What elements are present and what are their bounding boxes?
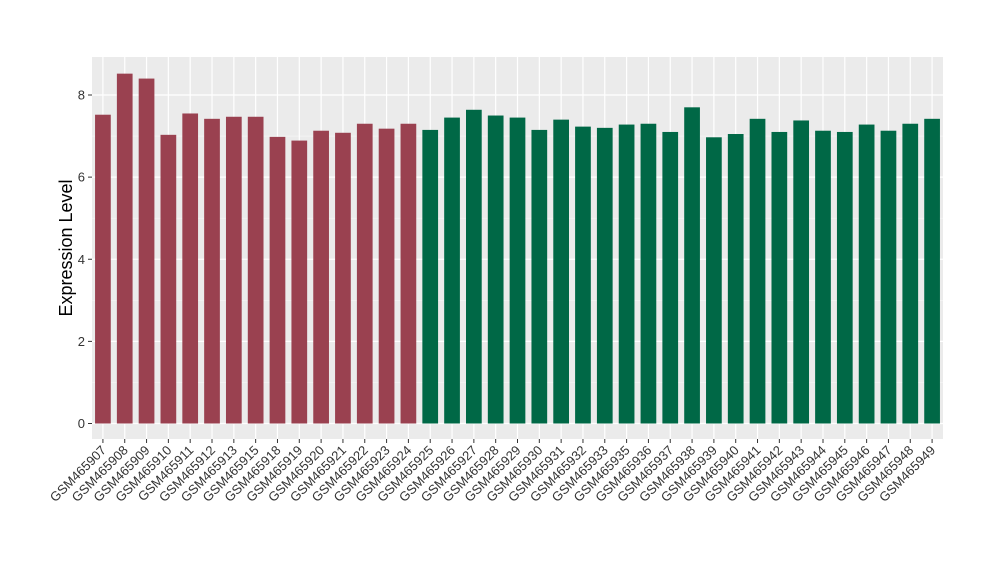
- bar: [880, 130, 897, 424]
- y-tick-label: 4: [78, 252, 85, 267]
- y-tick-label: 8: [78, 88, 85, 103]
- bar: [378, 128, 395, 424]
- bar: [902, 123, 919, 424]
- bar: [858, 124, 875, 424]
- bar: [400, 123, 417, 424]
- bar: [640, 123, 657, 424]
- bar: [160, 134, 177, 424]
- bar: [553, 119, 569, 424]
- bar: [815, 130, 831, 424]
- bar: [356, 123, 373, 424]
- bar: [509, 117, 526, 424]
- bars: [95, 73, 940, 424]
- bar: [138, 78, 155, 424]
- bar: [269, 136, 286, 424]
- bar: [771, 131, 788, 424]
- bar: [466, 109, 482, 424]
- bar: [662, 131, 679, 424]
- bar: [335, 132, 351, 424]
- bar: [313, 130, 329, 424]
- bar: [793, 120, 810, 424]
- bar: [247, 116, 264, 424]
- y-tick-label: 0: [78, 416, 85, 431]
- bar: [727, 134, 744, 424]
- bar: [116, 73, 133, 424]
- y-axis: 0 2 4 6 8: [78, 88, 92, 431]
- bar: [836, 131, 853, 424]
- bar: [487, 115, 504, 424]
- bar: [684, 107, 700, 424]
- bar: [749, 118, 766, 424]
- y-tick-label: 2: [78, 334, 85, 349]
- bar: [225, 116, 242, 424]
- bar: [422, 129, 439, 424]
- bar: [706, 137, 722, 424]
- bar: [596, 127, 613, 424]
- x-axis: GSM465907GSM465908GSM465909GSM465910GSM4…: [47, 439, 938, 505]
- bar: [531, 129, 548, 424]
- bar: [182, 113, 199, 424]
- y-axis-title: Expression Level: [56, 179, 76, 316]
- bar: [618, 124, 635, 424]
- bar: [924, 118, 940, 424]
- bar: [95, 114, 111, 424]
- bar: [575, 126, 591, 424]
- bar: [204, 118, 220, 424]
- bar: [444, 117, 460, 424]
- y-tick-label: 6: [78, 170, 85, 185]
- bar: [291, 140, 308, 424]
